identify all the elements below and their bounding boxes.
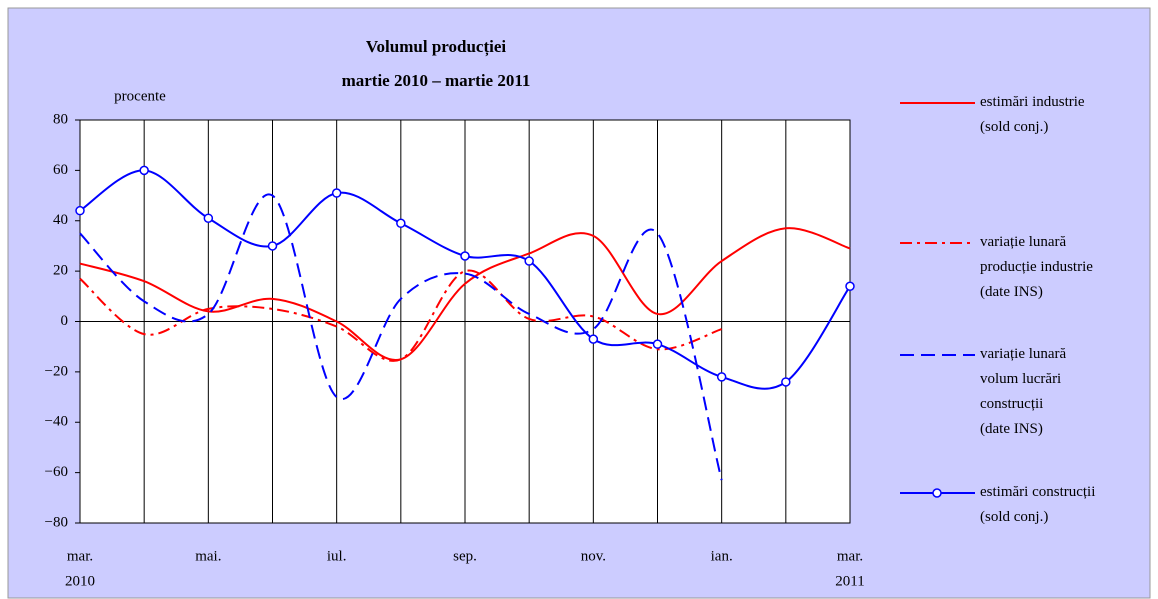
legend-label: estimări industrie (sold conj.) [980, 94, 1085, 135]
legend-label: variație lunară volum lucrări construcții(… [980, 346, 1067, 437]
point [267, 241, 278, 251]
legend-marker [932, 488, 942, 498]
point [652, 339, 663, 349]
y-tick-label: 20 [53, 263, 68, 279]
point [716, 372, 727, 382]
point [139, 165, 149, 176]
series-line [79, 227, 851, 362]
series-line [79, 193, 723, 481]
x-tick-label: mar. [67, 548, 93, 564]
point [781, 377, 791, 387]
point [396, 218, 406, 229]
point [845, 281, 855, 291]
point [75, 205, 85, 216]
point [460, 251, 470, 261]
y-tick-label: −20 [45, 363, 68, 379]
y-tick-label: −80 [45, 514, 68, 530]
y-tick-label: 80 [53, 111, 68, 127]
point [588, 334, 599, 344]
legend-label: estimări construcții (sold conj.) [980, 484, 1095, 525]
y-tick-label: −40 [45, 414, 68, 430]
legend-label: variație lunară producție industrie (date … [980, 234, 1093, 300]
x-tick-label: mar. [837, 548, 863, 564]
y-tick-label: 40 [53, 212, 68, 228]
x-tick-label: sep. [453, 548, 477, 564]
chart-title: Volumul producției martie 2010 – martie 2… [342, 37, 531, 90]
x-tick-label: ian. [711, 548, 733, 564]
x-tick-label: nov. [581, 548, 606, 564]
y-tick-label: 60 [53, 162, 68, 178]
y-axis-label: procente [114, 88, 166, 104]
x-tick-label: iul. [327, 548, 347, 564]
x-sublabel: 2010 [65, 573, 95, 589]
point [331, 188, 342, 198]
x-tick-label: mai. [195, 548, 221, 564]
point [524, 256, 534, 266]
y-tick-label: −60 [45, 464, 68, 480]
point [203, 213, 214, 223]
y-tick-label: 0 [61, 313, 69, 329]
series-line [79, 269, 722, 362]
x-sublabel: 2011 [835, 573, 864, 589]
